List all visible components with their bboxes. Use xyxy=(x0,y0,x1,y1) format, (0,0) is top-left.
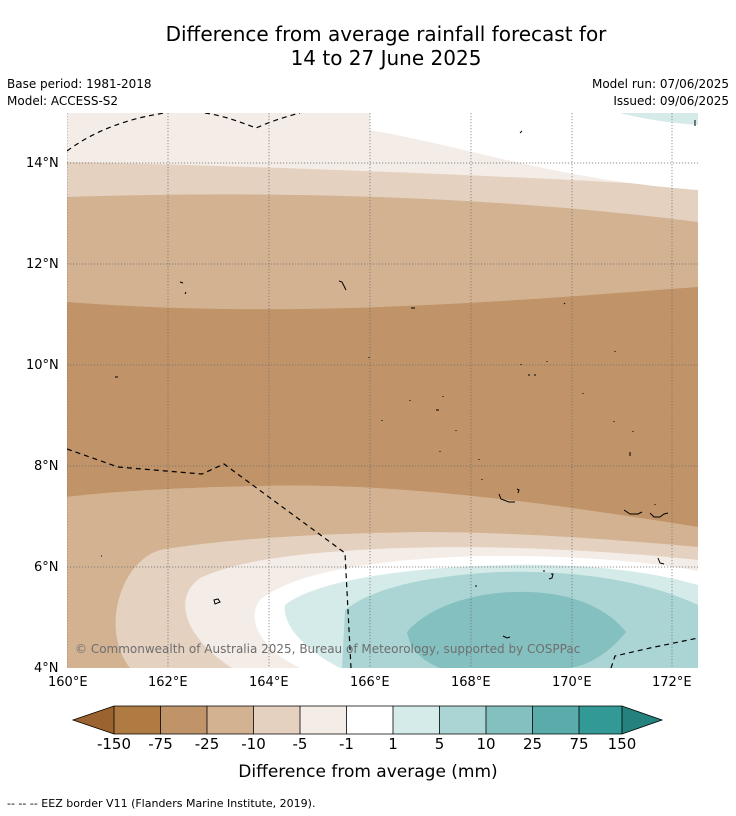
colorbar-label: 150 xyxy=(607,735,637,753)
colorbar-label: -1 xyxy=(339,735,354,753)
colorbar xyxy=(71,705,664,735)
y-tick-label: 10°N xyxy=(26,358,59,373)
x-tick-label: 168°E xyxy=(451,675,491,690)
band-brown xyxy=(67,287,698,527)
map-title-line2: 14 to 27 June 2025 xyxy=(290,46,482,70)
colorbar-label: -25 xyxy=(194,735,220,753)
y-tick-label: 12°N xyxy=(26,257,59,272)
x-tick-label: 172°E xyxy=(652,675,692,690)
map-title-line1: Difference from average rainfall forecas… xyxy=(165,22,607,46)
x-tick-label: 162°E xyxy=(148,675,188,690)
colorbar-max-arrow xyxy=(622,706,662,734)
colorbar-label: -5 xyxy=(292,735,308,753)
colorbar-segment xyxy=(439,706,486,734)
band-teal-3 xyxy=(407,591,626,668)
colorbar-title: Difference from average (mm) xyxy=(238,762,498,782)
y-tick-label: 8°N xyxy=(34,459,59,474)
band-white-north xyxy=(370,113,698,190)
copyright-notice: © Commonwealth of Australia 2025, Bureau… xyxy=(75,642,581,656)
issued-date: Issued: 09/06/2025 xyxy=(613,94,729,108)
y-tick-label: 4°N xyxy=(34,661,59,676)
base-period: Base period: 1981-2018 xyxy=(7,77,152,91)
x-tick-label: 160°E xyxy=(48,675,88,690)
rainfall-anomaly-field xyxy=(67,113,698,668)
colorbar-label: 1 xyxy=(388,735,398,753)
colorbar-segment xyxy=(300,706,347,734)
colorbar-segment xyxy=(160,706,207,734)
x-tick-label: 166°E xyxy=(350,675,390,690)
colorbar-label: 5 xyxy=(434,735,445,753)
x-tick-label: 164°E xyxy=(249,675,289,690)
colorbar-label: 75 xyxy=(569,735,589,753)
colorbar-label: 25 xyxy=(522,735,543,753)
x-tick-label: 170°E xyxy=(552,675,592,690)
y-tick-label: 14°N xyxy=(26,156,59,171)
colorbar-segment xyxy=(253,706,300,734)
colorbar-segment xyxy=(114,706,161,734)
eez-borders xyxy=(67,113,698,668)
colorbar-label: 10 xyxy=(476,735,496,753)
colorbar-segment xyxy=(393,706,440,734)
colorbar-label: -150 xyxy=(96,735,132,753)
colorbar-segment xyxy=(346,706,393,734)
colorbar-label: -75 xyxy=(148,735,173,753)
colorbar-segment xyxy=(207,706,254,734)
colorbar-segment xyxy=(532,706,579,734)
y-tick-label: 6°N xyxy=(34,560,59,575)
colorbar-label: -10 xyxy=(241,735,266,753)
band-teal-north xyxy=(620,113,698,125)
colorbar-segment xyxy=(579,706,622,734)
graticule xyxy=(67,113,698,668)
model-name: Model: ACCESS-S2 xyxy=(7,94,119,108)
colorbar-min-arrow xyxy=(73,706,114,734)
eez-legend-note: -- -- -- EEZ border V11 (Flanders Marine… xyxy=(7,797,316,810)
model-run: Model run: 07/06/2025 xyxy=(591,77,729,91)
islands xyxy=(101,120,696,639)
colorbar-segment xyxy=(486,706,533,734)
